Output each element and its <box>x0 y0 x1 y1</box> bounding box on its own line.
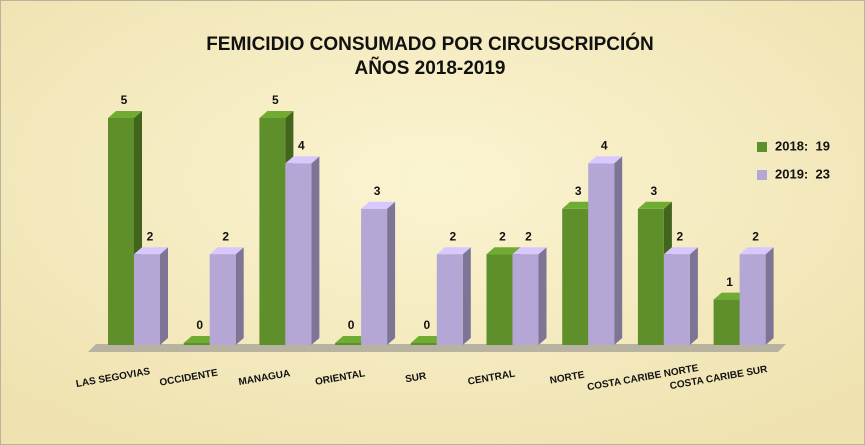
bar-top <box>335 336 370 343</box>
value-label: 2 <box>525 229 532 243</box>
bar-side <box>387 201 396 345</box>
bar <box>486 254 513 345</box>
bar-top <box>562 201 597 209</box>
bar-top <box>183 336 218 343</box>
value-label: 0 <box>196 318 203 332</box>
bar-side <box>311 156 320 345</box>
bar <box>209 254 236 345</box>
legend-swatch <box>757 170 767 180</box>
value-label: 5 <box>272 93 279 107</box>
bar-side <box>765 247 774 345</box>
bar-side <box>614 156 623 345</box>
bar-side <box>462 247 471 345</box>
bar <box>436 254 463 345</box>
bar <box>713 299 740 345</box>
value-label: 1 <box>726 275 733 289</box>
value-label: 2 <box>752 229 759 243</box>
legend-label: 2018: 19 <box>775 138 830 153</box>
bar-side <box>689 247 698 345</box>
bar-top <box>134 247 168 255</box>
bar <box>663 254 690 345</box>
value-label: 2 <box>449 229 456 243</box>
bar-top <box>108 111 142 118</box>
bar <box>183 343 210 345</box>
chart-subtitle: AÑOS 2018-2019 <box>354 57 505 79</box>
bar <box>134 254 160 345</box>
bar-top <box>285 156 320 164</box>
value-label: 2 <box>222 229 229 243</box>
bar <box>335 343 362 345</box>
value-label: 3 <box>575 184 582 198</box>
value-label: 5 <box>121 93 128 107</box>
bar <box>588 163 615 345</box>
value-label: 3 <box>374 184 381 198</box>
bar-side <box>235 247 244 345</box>
value-label: 4 <box>298 139 305 153</box>
bar <box>562 208 589 345</box>
bar-side <box>538 247 547 345</box>
bar-top <box>486 247 521 255</box>
value-label: 4 <box>601 139 608 153</box>
bar <box>361 208 388 345</box>
bar-top <box>410 336 445 343</box>
bar <box>739 254 766 345</box>
bar <box>285 163 312 345</box>
value-label: 2 <box>677 229 684 243</box>
bar-top <box>436 247 471 255</box>
bar-top <box>739 247 774 255</box>
legend-swatch <box>757 142 767 152</box>
bar-side <box>160 247 168 345</box>
legend-label: 2019: 23 <box>775 166 830 181</box>
value-label: 0 <box>423 318 430 332</box>
chart-title: FEMICIDIO CONSUMADO POR CIRCUSCRIPCIÓN <box>206 33 654 55</box>
bar-top <box>259 111 294 118</box>
value-label: 2 <box>147 229 154 243</box>
bar-top <box>361 201 396 209</box>
bar <box>108 118 134 345</box>
x-tick-label: SUR <box>404 371 427 386</box>
bar <box>259 118 286 345</box>
bar <box>637 208 664 345</box>
value-label: 0 <box>348 318 355 332</box>
bar-top <box>588 156 623 164</box>
bar-top <box>209 247 244 255</box>
value-label: 3 <box>651 184 658 198</box>
bar-top <box>663 247 698 255</box>
bar-top <box>512 247 547 255</box>
value-label: 2 <box>499 229 506 243</box>
bar <box>512 254 539 345</box>
floor <box>88 344 786 352</box>
bar-top <box>637 201 672 209</box>
bar <box>410 343 437 345</box>
bar-top <box>713 292 748 300</box>
